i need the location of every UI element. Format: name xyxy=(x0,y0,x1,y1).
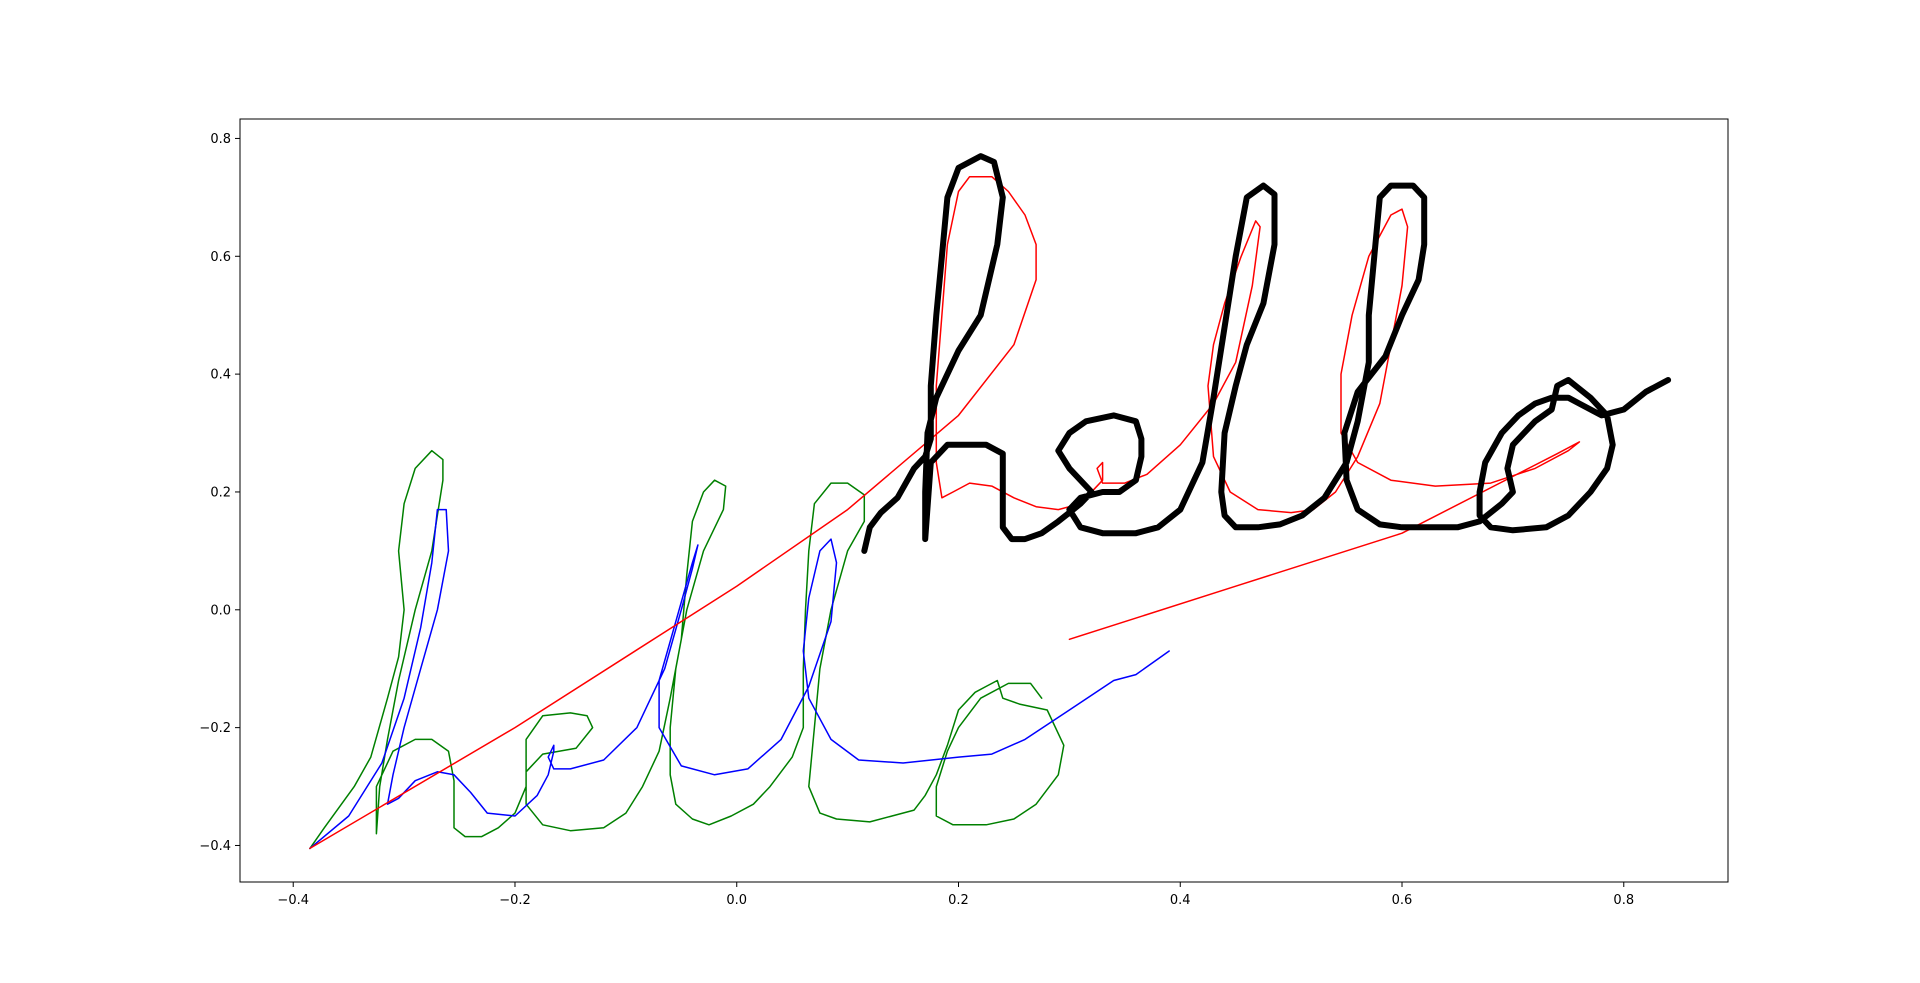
x-tick-label: 0.2 xyxy=(948,893,969,908)
y-tick-label: 0.8 xyxy=(210,132,231,147)
y-tick-label: 0.0 xyxy=(210,603,231,618)
y-tick-label: 0.4 xyxy=(210,368,231,383)
x-tick-label: −0.2 xyxy=(499,893,531,908)
x-axis-ticks: −0.4 −0.2 0.0 0.2 0.4 0.6 0.8 xyxy=(277,882,1634,908)
series-line-1 xyxy=(309,508,1170,850)
x-tick-label: 0.8 xyxy=(1613,893,1634,908)
plot-series-group xyxy=(309,153,1672,850)
x-tick-label: −0.4 xyxy=(277,893,309,908)
axes-frame xyxy=(239,118,1729,883)
x-tick-label: 0.4 xyxy=(1170,893,1191,908)
y-tick-label: −0.4 xyxy=(199,839,231,854)
series-line-3 xyxy=(861,153,1672,554)
y-axis-ticks: −0.4 −0.2 0.0 0.2 0.4 0.6 0.8 xyxy=(199,132,240,854)
series-line-0 xyxy=(309,449,1065,850)
y-tick-label: −0.2 xyxy=(199,721,231,736)
series-line-2 xyxy=(309,175,1581,850)
x-tick-label: 0.6 xyxy=(1392,893,1413,908)
y-tick-label: 0.2 xyxy=(210,485,231,500)
y-tick-label: 0.6 xyxy=(210,250,231,265)
x-tick-label: 0.0 xyxy=(726,893,747,908)
